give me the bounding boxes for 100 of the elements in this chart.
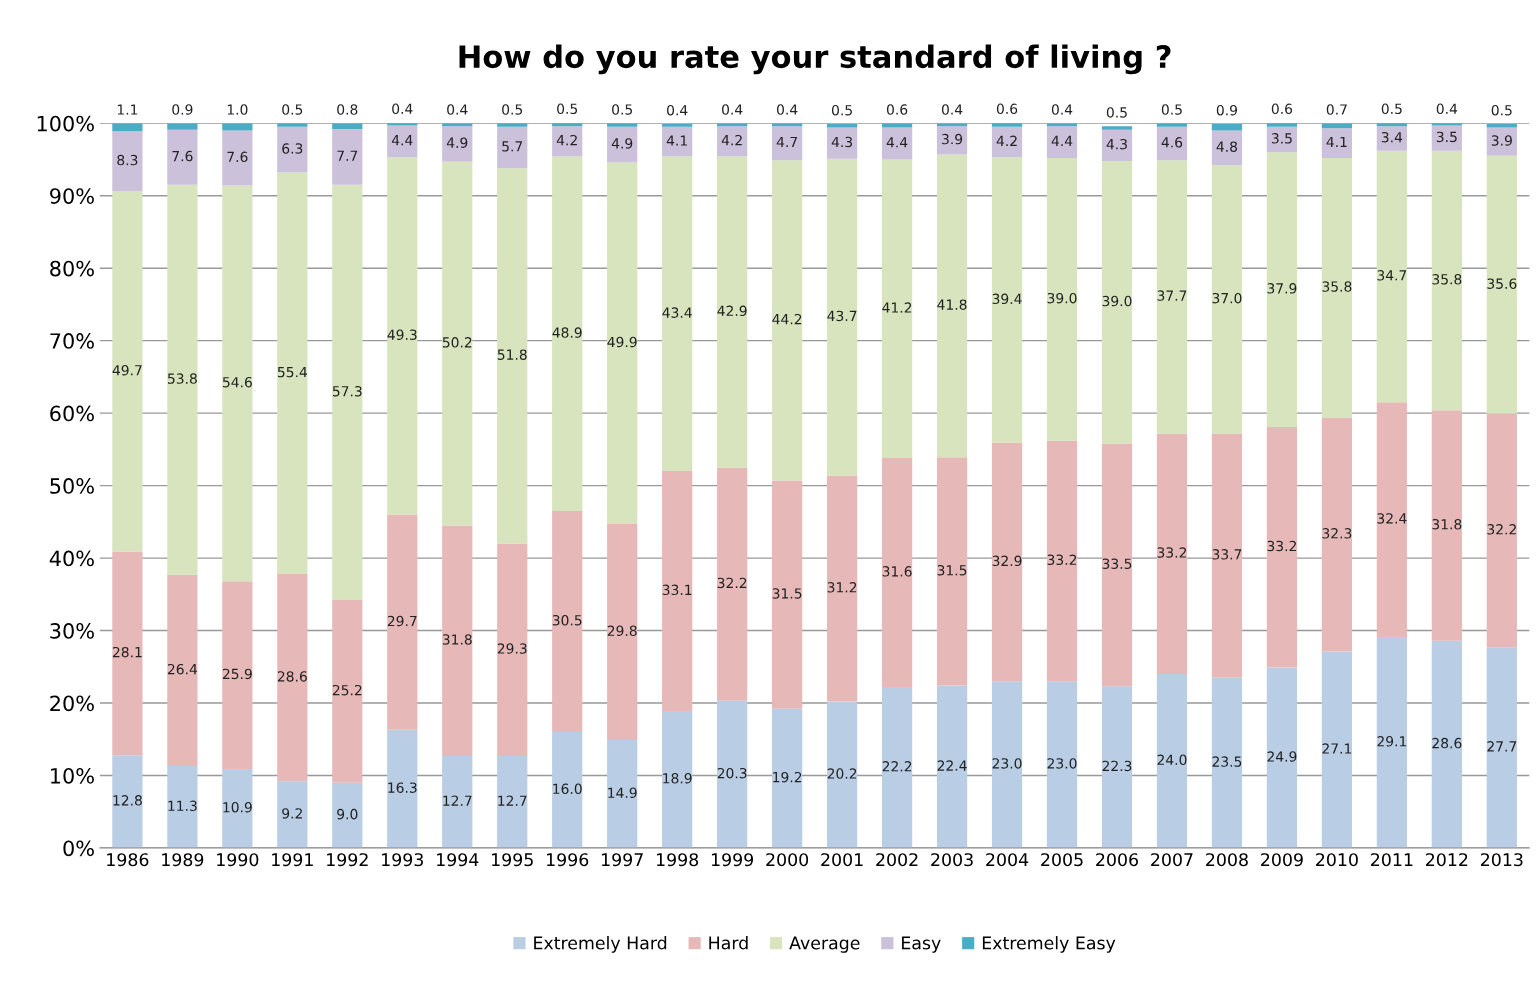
bar [607,739,638,848]
bar [772,708,803,848]
y-tick-label: 10% [51,767,94,784]
bar [1321,128,1353,159]
x-tick-label: 2003 [931,853,973,867]
y-tick-label: 90% [50,188,94,204]
bar [332,600,363,783]
x-tick-label: 1994 [437,853,479,867]
data-label: 0.5 [1381,103,1402,115]
data-label: 4.3 [1106,138,1127,150]
x-tick-label: 2001 [821,853,863,867]
data-label: 16.0 [553,783,582,795]
x-tick-label: 1991 [272,853,313,867]
data-label: 43.4 [662,307,692,318]
bar [387,157,418,515]
x-tick-label: 1997 [602,853,643,867]
x-tick-label: 1995 [492,853,533,867]
bar [881,687,913,848]
bar [1156,160,1188,434]
x-tick-label: 2009 [1261,853,1303,867]
bar [1046,440,1078,682]
data-label: 32.3 [1322,528,1352,539]
bar [662,126,693,157]
x-tick-label: 2011 [1371,853,1413,867]
bar [1431,125,1462,151]
data-label: 29.8 [607,625,637,637]
data-label: 31.8 [1432,518,1462,530]
bar [717,156,748,468]
bar [1101,129,1133,161]
data-label: 43.7 [827,310,857,322]
data-label: 23.0 [1047,758,1077,769]
data-label: 3.4 [1381,131,1403,143]
data-label: 20.3 [717,767,747,779]
data-label: 34.7 [1377,270,1407,281]
data-label: 0.9 [1216,104,1238,116]
bar [387,729,418,848]
data-label: 33.2 [1157,547,1187,558]
bar [1486,155,1517,414]
y-tick-label: 30% [50,623,94,639]
bar [717,126,748,157]
bar [662,156,693,472]
data-label: 35.8 [1322,281,1352,292]
bar [991,681,1023,848]
data-label: 39.0 [1047,292,1077,304]
bar [1046,681,1078,848]
bar [936,154,968,458]
bar [1376,402,1407,638]
data-label: 55.4 [277,366,308,378]
y-tick-label: 80% [50,260,94,277]
data-label: 57.3 [332,386,362,397]
bar [1376,150,1407,403]
data-label: 28.1 [112,646,142,658]
x-tick-label: 2013 [1481,853,1523,867]
data-label: 33.1 [662,584,692,596]
x-tick-label: 1996 [547,853,589,867]
data-label: 27.1 [1322,743,1352,754]
x-tick-label: 2007 [1151,853,1193,867]
data-label: 31.2 [827,582,857,593]
data-label: 4.4 [1051,135,1073,146]
data-label: 10.9 [223,801,252,813]
data-label: 1.0 [227,104,248,115]
bar [277,781,308,848]
bar [1486,127,1517,156]
bar [1211,677,1243,848]
bar [497,168,528,544]
x-tick-label: 1990 [217,853,259,867]
bar [991,126,1023,158]
bar [1266,152,1298,427]
x-tick-label: 2005 [1041,853,1083,867]
legend-label: Hard [709,936,748,950]
bar [1046,126,1078,159]
x-tick-label: 1992 [327,853,368,867]
data-label: 42.9 [717,305,747,317]
bar [881,123,913,128]
data-label: 18.9 [663,773,692,784]
data-label: 28.6 [1432,737,1462,749]
bar [442,161,473,526]
bar [332,184,363,601]
bar [387,514,418,730]
data-label: 39.0 [1102,295,1132,307]
data-label: 12.8 [113,795,142,806]
data-label: 49.7 [112,364,142,376]
data-label: 0.5 [1161,104,1182,115]
x-tick-label: 1989 [162,853,204,867]
bar [1046,158,1078,441]
data-label: 37.7 [1157,290,1187,301]
bar [1101,160,1133,444]
bar [1156,674,1188,848]
x-tick-label: 2008 [1206,853,1248,867]
data-label: 26.4 [167,663,198,675]
data-label: 0.4 [392,103,413,115]
data-label: 29.7 [387,615,417,627]
bar [112,755,143,848]
data-label: 4.9 [446,137,468,148]
bar [1376,637,1407,848]
data-label: 31.5 [772,588,802,599]
bar [1486,413,1517,648]
data-label: 14.9 [608,787,637,798]
bar [1321,158,1353,418]
bar [826,701,858,848]
